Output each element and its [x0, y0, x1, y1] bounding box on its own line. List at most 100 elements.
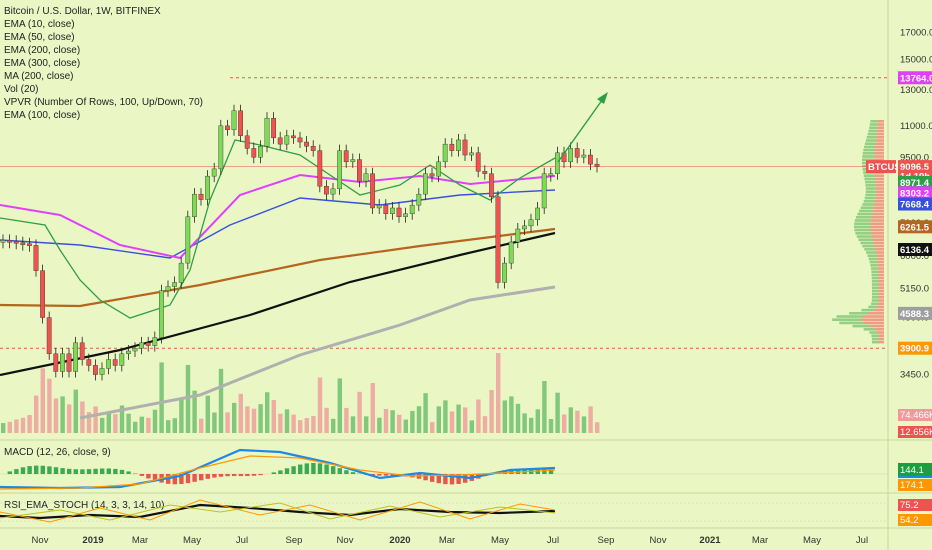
macd-histogram-bar: [311, 463, 316, 474]
vpvr-down-bar: [870, 222, 884, 225]
x-tick-label: Jul: [856, 535, 868, 546]
volume-bar: [245, 406, 250, 433]
volume-bar: [284, 409, 290, 433]
volume-bar: [238, 393, 243, 433]
macd-histogram-bar: [430, 474, 435, 482]
vpvr-down-bar: [875, 190, 884, 193]
vpvr-up-bar: [863, 200, 875, 203]
vpvr-up-bar: [862, 244, 875, 248]
macd-histogram-bar: [271, 472, 276, 474]
rsi-main-line: [0, 503, 556, 520]
vpvr-up-bar: [869, 260, 878, 264]
vpvr-down-bar: [874, 174, 884, 177]
volume-bar: [357, 391, 362, 433]
vpvr-down-bar: [860, 318, 884, 321]
projection-arrow-line: [557, 95, 606, 163]
vpvr-up-bar: [869, 331, 878, 334]
vpvr-up-bar: [871, 302, 879, 305]
vpvr-down-bar: [878, 283, 884, 286]
volume-bar: [317, 377, 323, 433]
vpvr-up-bar: [864, 196, 876, 200]
macd-line: [0, 448, 556, 490]
rsi-tag: [898, 499, 932, 511]
candle: [469, 152, 474, 156]
vpvr-down-bar: [874, 152, 884, 155]
candle: [442, 143, 448, 163]
candle: [66, 353, 72, 372]
vpvr-up-bar: [865, 180, 876, 184]
volume-bar: [595, 422, 600, 433]
vpvr-up-bar: [839, 321, 864, 325]
volume-bar: [581, 416, 587, 433]
vpvr-up-bar: [871, 276, 879, 280]
volume-bar: [166, 420, 171, 433]
candle: [251, 148, 257, 158]
volume-bar: [179, 398, 184, 433]
volume-bar: [588, 406, 593, 433]
candle: [324, 186, 329, 195]
candle: [343, 150, 349, 163]
candle: [60, 353, 65, 372]
y-tick-label: 5150.0: [900, 284, 929, 295]
candle: [172, 282, 177, 287]
vpvr-up-bar: [871, 283, 879, 286]
candle: [489, 173, 494, 198]
candle: [429, 173, 435, 177]
candle: [40, 270, 46, 318]
macd-histogram-bar: [383, 474, 389, 476]
vpvr-down-bar: [878, 302, 884, 305]
price-tag-label: 6261.5: [900, 222, 930, 233]
macd-histogram-bar: [179, 474, 184, 485]
vpvr-up-bar: [864, 248, 876, 251]
volume-bar: [106, 412, 111, 433]
vpvr-down-bar: [875, 180, 884, 184]
candle: [53, 353, 59, 372]
volume-bar: [20, 417, 26, 433]
vpvr-down-bar: [875, 248, 884, 251]
x-tick-label: Sep: [598, 535, 615, 546]
macd-histogram-bar: [548, 469, 554, 474]
vpvr-up-bar: [868, 305, 877, 309]
candle: [574, 148, 580, 158]
vpvr-down-bar: [875, 139, 884, 142]
vpvr-up-bar: [865, 187, 876, 190]
vpvr-down-bar: [876, 136, 884, 139]
vpvr-up-bar: [858, 238, 873, 241]
vpvr-down-bar: [875, 187, 884, 190]
volume-bar: [14, 419, 19, 433]
volume-bar: [568, 407, 573, 433]
price-tag: [898, 197, 932, 211]
vpvr-down-bar: [875, 196, 884, 200]
macd-histogram-bar: [238, 474, 243, 477]
vpvr-up-bar: [862, 203, 875, 206]
volume-bar: [232, 402, 237, 433]
candle: [502, 262, 507, 283]
volume-bar: [489, 390, 494, 433]
candle: [291, 135, 296, 139]
macd-histogram-bar: [317, 463, 323, 474]
vpvr-up-bar: [849, 312, 869, 315]
price-tag: [898, 341, 932, 355]
ema-200-line: [0, 231, 556, 377]
candle: [139, 342, 144, 349]
volume-bar: [34, 395, 39, 433]
candle: [277, 137, 283, 145]
vpvr-down-bar: [862, 315, 884, 318]
candle: [92, 365, 98, 375]
vpvr-down-bar: [870, 228, 884, 232]
price-tag: [898, 220, 932, 234]
candle: [396, 207, 402, 217]
macd-tag: [898, 479, 932, 491]
vpvr-down-bar: [878, 340, 884, 344]
vpvr-up-bar: [864, 177, 876, 181]
rsi-tag-label: 54.2: [900, 515, 919, 526]
macd-histogram-bar: [7, 471, 12, 474]
y-tick-label: 9500.0: [900, 152, 929, 163]
candle: [423, 173, 428, 195]
candle: [231, 110, 237, 130]
vpvr-up-bar: [854, 228, 871, 232]
vpvr-up-bar: [871, 340, 879, 344]
volume-bar: [119, 405, 125, 433]
macd-histogram-bar: [185, 474, 191, 484]
